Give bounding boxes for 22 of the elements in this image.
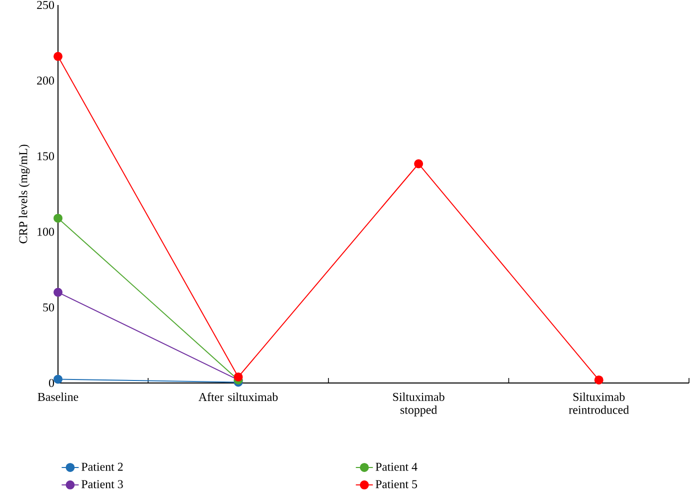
legend-label: Patient 5	[376, 480, 418, 488]
legend-label: Patient 4	[376, 462, 418, 471]
x-tick-label: Baseline	[38, 392, 78, 401]
point	[54, 288, 62, 297]
x-tick-label: Siltuximab stopped	[393, 392, 444, 416]
legend-label: Patient 2	[82, 462, 123, 471]
y-tick-label: 50	[43, 303, 54, 312]
y-tick-label: 250	[37, 0, 54, 10]
x-tick-label: After siltuximab	[198, 392, 278, 402]
y-axis-title: CRP levels (mg/mL)	[18, 144, 30, 244]
point	[54, 52, 62, 61]
point	[414, 159, 424, 168]
y-tick-label: 100	[38, 228, 54, 236]
point	[594, 375, 604, 384]
legend-label: Patient 3	[82, 480, 123, 488]
y-tick-label: 200	[37, 76, 54, 85]
point	[234, 372, 243, 382]
point	[54, 214, 62, 223]
x-tick-label: Siltuximab reintroduced	[568, 392, 629, 414]
y-tick-label: 150	[38, 152, 54, 160]
y-tick-label: 0	[48, 378, 54, 388]
point	[54, 374, 62, 384]
